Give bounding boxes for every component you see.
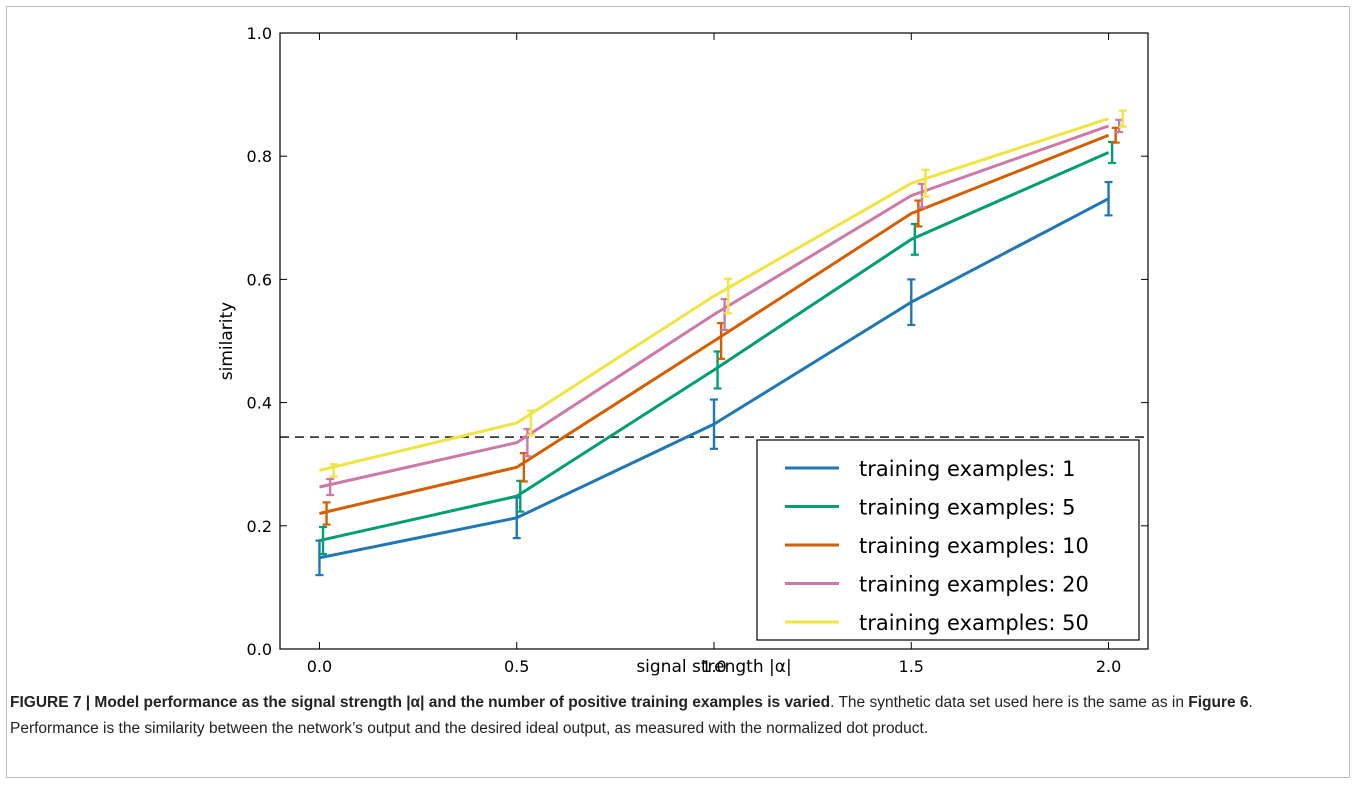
- x-tick-label: 1.5: [899, 657, 924, 676]
- x-tick-label: 1.0: [701, 657, 726, 676]
- y-tick-label: 0.4: [247, 394, 272, 413]
- error-bar: [713, 277, 733, 315]
- error-bar: [1108, 126, 1120, 144]
- legend-label: training examples: 1: [859, 457, 1075, 481]
- legend: training examples: 1 training examples: 5…: [756, 439, 1140, 641]
- line-chart: 0.0 0.5 1.0 1.5 2.0 0.0 0.2 0.4 0.6 0.8 1.0 signal…: [217, 24, 1149, 677]
- x-tick-label: 0.0: [307, 657, 332, 676]
- error-bar: [1108, 140, 1117, 165]
- y-tick-label: 0.2: [247, 517, 272, 536]
- x-axis-label: signal strength |α|: [636, 657, 791, 677]
- error-bar: [1104, 180, 1113, 217]
- error-bar: [319, 501, 331, 526]
- legend-label: training examples: 10: [859, 534, 1089, 558]
- error-bar: [516, 409, 535, 437]
- y-axis-label: similarity: [217, 302, 237, 380]
- error-bar: [319, 477, 335, 497]
- error-bar: [319, 525, 328, 556]
- figure-caption: FIGURE 7 | Model performance as the sign…: [10, 690, 1340, 742]
- axes-layer: 0.0 0.5 1.0 1.5 2.0 0.0 0.2 0.4 0.6 0.8 1.0: [247, 24, 1148, 676]
- legend-entry: training examples: 20: [785, 573, 1089, 597]
- error-bar: [710, 398, 718, 450]
- caption-figure-ref[interactable]: Figure 6: [1188, 694, 1249, 711]
- plot-layer: [280, 109, 1148, 577]
- figure-frame: [6, 6, 1350, 778]
- legend-label: training examples: 50: [859, 611, 1089, 635]
- error-bar: [1108, 109, 1127, 128]
- x-tick-label: 0.5: [504, 657, 529, 676]
- caption-text-2: . Performance is the similarity between …: [10, 694, 1253, 737]
- legend-entry: training examples: 50: [785, 611, 1089, 635]
- legend-label: training examples: 5: [859, 496, 1075, 520]
- error-bar: [319, 463, 338, 478]
- caption-text-1: . The synthetic data set used here is th…: [830, 694, 1189, 711]
- legend-box: [756, 439, 1140, 641]
- error-bar: [907, 278, 916, 327]
- y-tick-label: 0.0: [247, 640, 272, 659]
- legend-label: training examples: 20: [859, 573, 1089, 597]
- legend-entry: training examples: 1: [785, 457, 1075, 481]
- error-bar: [911, 168, 930, 198]
- caption-label: FIGURE 7 | Model performance as the sign…: [10, 694, 831, 711]
- legend-entry: training examples: 5: [785, 496, 1075, 520]
- y-tick-label: 0.6: [247, 270, 272, 289]
- legend-entry: training examples: 10: [785, 534, 1089, 558]
- x-tick-label: 2.0: [1096, 657, 1121, 676]
- y-tick-label: 0.8: [247, 147, 272, 166]
- y-tick-label: 1.0: [247, 24, 272, 43]
